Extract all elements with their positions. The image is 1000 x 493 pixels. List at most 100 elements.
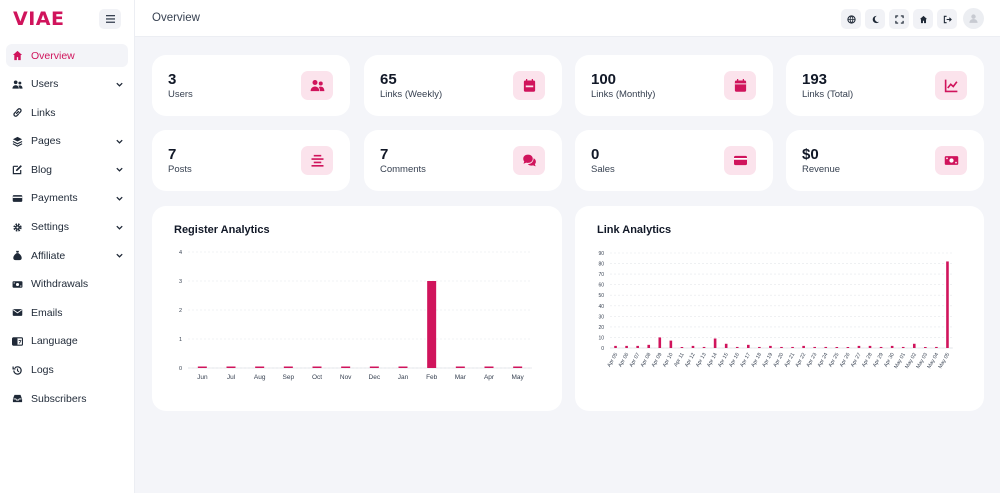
chart-bar[interactable]: [769, 345, 772, 348]
chart-bar[interactable]: [283, 366, 293, 369]
chart-bar[interactable]: [312, 366, 322, 369]
sidebar-item-emails[interactable]: Emails: [6, 301, 128, 324]
sidebar-item-withdrawals[interactable]: Withdrawals: [6, 273, 128, 296]
language-button[interactable]: [841, 9, 861, 29]
chart-bar[interactable]: [857, 345, 861, 348]
stat-label: Links (Total): [802, 89, 854, 100]
hamburger-icon: [105, 15, 115, 23]
chart-bar[interactable]: [846, 347, 850, 348]
chart-bar[interactable]: [702, 346, 706, 348]
chart-bar[interactable]: [614, 345, 617, 348]
chart-bar[interactable]: [813, 346, 816, 348]
link-analytics-card: Link Analytics 0 10 20 30 40 50 60 70 80 90 Apr 05…: [575, 206, 984, 411]
stat-value: 0: [591, 146, 600, 163]
chart-bar[interactable]: [879, 346, 883, 348]
chart-bar[interactable]: [901, 346, 905, 348]
stat-card-links-monthly: 100 Links (Monthly): [575, 55, 773, 116]
sidebar-item-language[interactable]: Language: [6, 330, 128, 353]
register-analytics-chart: 0 1 2 3 4 Jun Jul Aug Sep Oct Nov Dec Jan Feb Mar Apr Ma…: [179, 250, 532, 381]
sidebar-item-pages[interactable]: Pages: [6, 130, 128, 153]
chart-bar[interactable]: [724, 343, 728, 348]
user-avatar-button[interactable]: [963, 8, 984, 29]
stat-card-sales: 0 Sales: [575, 130, 773, 191]
brand-logo[interactable]: VIAE: [13, 8, 65, 30]
chart-bar[interactable]: [636, 345, 639, 348]
chart-bar[interactable]: [369, 366, 379, 369]
chart-bar[interactable]: [946, 261, 949, 348]
sidebar-item-label: Withdrawals: [31, 278, 89, 291]
sidebar-item-overview[interactable]: Overview: [6, 44, 128, 67]
sidebar: VIAE Overview Users Links Pages Blog Payments…: [0, 0, 135, 493]
sidebar-item-blog[interactable]: Blog: [6, 158, 128, 181]
x-tick-label: Jun: [197, 374, 208, 381]
chart-bar[interactable]: [427, 281, 437, 368]
stat-label: Revenue: [802, 164, 841, 175]
chart-bar[interactable]: [802, 345, 805, 348]
sidebar-item-payments[interactable]: Payments: [6, 187, 128, 210]
chart-bar[interactable]: [484, 366, 494, 369]
chart-bar[interactable]: [680, 347, 684, 348]
logout-button[interactable]: [937, 9, 957, 29]
y-tick-label: 90: [598, 251, 604, 257]
home-button[interactable]: [913, 9, 933, 29]
chart-bar[interactable]: [758, 346, 761, 348]
calendar-icon: [724, 71, 756, 100]
chart-bar[interactable]: [713, 338, 717, 349]
x-tick-label: Jan: [398, 374, 409, 381]
chart-bar[interactable]: [691, 345, 695, 348]
stat-card-links-weekly: 65 Links (Weekly): [364, 55, 562, 116]
chart-bar[interactable]: [669, 340, 673, 348]
sidebar-item-users[interactable]: Users: [6, 73, 128, 96]
stat-label: Links (Weekly): [380, 89, 443, 100]
register-analytics-title: Register Analytics: [174, 224, 270, 236]
sidebar-item-label: Links: [31, 106, 56, 119]
gear-icon: [11, 221, 24, 234]
sidebar-item-logs[interactable]: Logs: [6, 359, 128, 382]
chart-bar[interactable]: [735, 346, 739, 348]
user-icon: [969, 14, 978, 23]
chevron-down-icon: [116, 168, 123, 173]
y-tick-label: 70: [598, 272, 604, 278]
stat-label: Users: [168, 89, 193, 100]
chart-bar[interactable]: [791, 346, 794, 348]
sidebar-item-label: Pages: [31, 135, 61, 148]
chart-bar[interactable]: [255, 366, 265, 369]
y-tick-label: 1: [179, 337, 182, 343]
chart-bar[interactable]: [455, 366, 465, 369]
y-tick-label: 40: [598, 304, 604, 310]
dark-mode-button[interactable]: [865, 9, 885, 29]
y-tick-label: 0: [601, 346, 604, 352]
chart-bar[interactable]: [341, 366, 351, 369]
align-center-icon: [301, 146, 333, 175]
chart-bar[interactable]: [647, 344, 651, 348]
sidebar-item-label: Users: [31, 78, 59, 91]
stat-label: Links (Monthly): [591, 89, 656, 100]
stat-value: 7: [168, 146, 177, 163]
chart-bar[interactable]: [226, 366, 236, 369]
chart-bar[interactable]: [513, 366, 523, 369]
sidebar-item-settings[interactable]: Settings: [6, 216, 128, 239]
chart-bar[interactable]: [747, 344, 750, 348]
sidebar-item-affiliate[interactable]: Affiliate: [6, 244, 128, 267]
chart-bar[interactable]: [197, 366, 207, 369]
chart-bar[interactable]: [824, 346, 828, 348]
stat-card-posts: 7 Posts: [152, 130, 350, 191]
menu-toggle-button[interactable]: [99, 9, 121, 29]
fullscreen-button[interactable]: [889, 9, 909, 29]
chart-bar[interactable]: [835, 347, 839, 348]
y-tick-label: 60: [598, 283, 604, 289]
sidebar-item-label: Affiliate: [31, 249, 66, 262]
y-tick-label: 4: [179, 250, 182, 256]
chart-bar[interactable]: [398, 366, 408, 369]
chart-bar[interactable]: [890, 345, 894, 348]
y-tick-label: 0: [179, 366, 182, 372]
sidebar-item-links[interactable]: Links: [6, 101, 128, 124]
chart-bar[interactable]: [912, 343, 916, 348]
sidebar-item-subscribers[interactable]: Subscribers: [6, 387, 128, 410]
chart-bar[interactable]: [658, 337, 662, 348]
chart-bar[interactable]: [924, 347, 927, 348]
chart-bar[interactable]: [780, 346, 783, 348]
chart-bar[interactable]: [868, 345, 872, 348]
chart-bar[interactable]: [935, 346, 938, 348]
chart-bar[interactable]: [625, 345, 628, 348]
